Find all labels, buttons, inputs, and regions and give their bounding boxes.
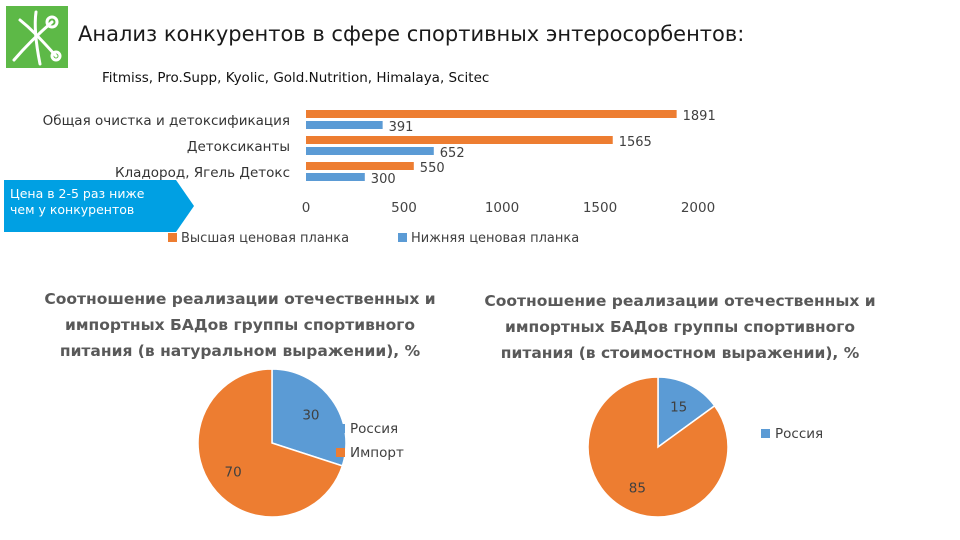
slice-value-label: 30 [302,408,319,424]
category-label: Кладород, Ягель Детокс [115,165,290,181]
bar-low [306,147,434,155]
data-label: 391 [389,120,414,135]
data-label: 1891 [683,109,716,124]
page-title: Анализ конкурентов в сфере спортивных эн… [78,22,745,46]
legend-label: Импорт [350,445,404,461]
bar-low [306,121,383,129]
price-bar-chart: Общая очистка и детоксификация 1891 391 Дет… [43,109,716,246]
pie-chart-value: Соотношение реализации отечественных и им… [484,292,876,518]
bar-high [306,110,677,118]
legend-swatch [336,424,345,433]
x-tick-label: 2000 [681,200,715,216]
legend-swatch [336,448,345,457]
data-label: 1565 [619,135,652,150]
pie-slice [271,368,347,467]
legend-label: Высшая ценовая планка [181,231,349,246]
slice-value-label: 15 [670,399,687,415]
bar-high [306,162,414,170]
price-callout: Цена в 2-5 раз ниже чем у конкурентов [4,180,194,232]
x-tick-label: 500 [391,200,417,216]
pie-title-line: питания (в стоимостном выражении), % [501,344,860,362]
legend-label: Нижняя ценовая планка [411,231,579,246]
pie-slice [197,368,344,518]
category-label: Общая очистка и детоксификация [43,113,290,129]
arrow-callout [4,180,194,232]
pie-title-line: Соотношение реализации отечественных и [484,292,875,310]
pie-slice [587,376,729,518]
competitors-subtitle: Fitmiss, Pro.Supp, Kyolic, Gold.Nutritio… [102,70,490,86]
data-label: 300 [371,172,396,187]
legend-swatch [168,233,177,242]
pie-chart-natural: Соотношение реализации отечественных и им… [44,290,436,518]
data-label: 550 [420,161,445,176]
pie-title-line: питания (в натуральном выражении), % [60,342,421,360]
legend-swatch [761,429,770,438]
x-tick-label: 1500 [583,200,617,216]
pie-title-line: импортных БАДов группы спортивного [505,318,855,336]
pie-title-line: импортных БАДов группы спортивного [65,316,415,334]
legend-label: Россия [775,426,823,442]
callout-text: Цена в 2-5 раз ниже чем у конкурентов [10,186,145,217]
pie-slice [657,376,716,449]
company-logo [6,6,68,68]
data-label: 652 [440,146,465,161]
x-tick-label: 0 [302,200,311,216]
pie-title-line: Соотношение реализации отечественных и [44,290,435,308]
legend-swatch [398,233,407,242]
company-logo-icon [6,6,68,68]
category-label: Детоксиканты [187,139,290,155]
legend-label: Россия [350,421,398,437]
bar-high [306,136,613,144]
slice-value-label: 70 [224,464,241,480]
slice-value-label: 85 [629,481,646,497]
x-tick-label: 1000 [485,200,519,216]
bar-low [306,173,365,181]
